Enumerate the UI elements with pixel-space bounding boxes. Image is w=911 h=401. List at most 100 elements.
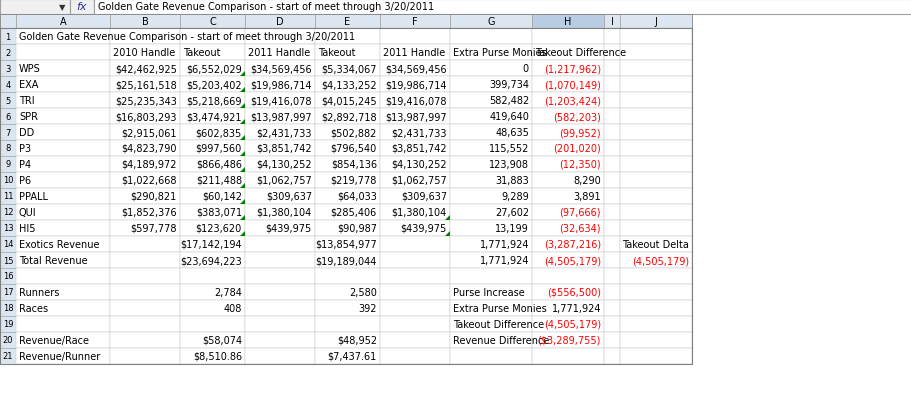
Bar	[619, 205, 691, 221]
Bar	[619, 61, 691, 77]
Bar	[619, 221, 691, 237]
Bar	[110, 205, 179, 221]
Bar	[380, 268, 449, 284]
Bar	[314, 45, 380, 61]
Bar	[380, 348, 449, 364]
Bar	[449, 141, 531, 157]
Text: $19,189,044: $19,189,044	[315, 255, 376, 265]
Bar	[603, 77, 619, 93]
Text: (4,505,179): (4,505,179)	[543, 255, 600, 265]
Bar	[16, 237, 110, 252]
Bar	[245, 29, 314, 45]
Bar	[16, 61, 110, 77]
Text: 399,734: 399,734	[488, 80, 528, 90]
Bar	[314, 29, 380, 45]
Text: $502,882: $502,882	[331, 128, 376, 138]
Bar	[380, 93, 449, 109]
Text: 19: 19	[3, 320, 14, 329]
Text: 16: 16	[3, 272, 14, 281]
Text: 419,640: 419,640	[488, 112, 528, 122]
Text: $1,062,757: $1,062,757	[256, 176, 312, 186]
Bar	[603, 316, 619, 332]
Bar	[0, 284, 16, 300]
Bar	[245, 188, 314, 205]
Text: 408: 408	[223, 303, 241, 313]
Bar	[110, 45, 179, 61]
Text: $23,694,223: $23,694,223	[180, 255, 241, 265]
Text: 2011 Handle: 2011 Handle	[383, 48, 445, 58]
Bar	[16, 77, 110, 93]
Text: (582,203): (582,203)	[552, 112, 600, 122]
Bar	[110, 332, 179, 348]
Bar	[16, 45, 110, 61]
Text: $13,987,997: $13,987,997	[385, 112, 446, 122]
Polygon shape	[240, 120, 245, 125]
Bar	[0, 172, 16, 188]
Text: 2: 2	[5, 49, 11, 57]
Bar	[0, 29, 691, 364]
Text: $219,778: $219,778	[331, 176, 376, 186]
Text: $42,462,925: $42,462,925	[115, 64, 177, 74]
Bar	[531, 61, 603, 77]
Bar	[0, 141, 16, 157]
Text: Golden Gate Revenue Comparison - start of meet through 3/20/2011: Golden Gate Revenue Comparison - start o…	[19, 32, 354, 42]
Bar	[531, 45, 603, 61]
Text: 3,891: 3,891	[573, 192, 600, 201]
Text: J: J	[654, 17, 657, 27]
Text: SPR: SPR	[19, 112, 38, 122]
Text: ($556,500): ($556,500)	[547, 287, 600, 297]
Bar	[179, 188, 245, 205]
Text: $123,620: $123,620	[196, 223, 241, 233]
Bar	[531, 252, 603, 268]
Bar	[245, 93, 314, 109]
Text: $48,952: $48,952	[336, 335, 376, 345]
Text: 6: 6	[5, 112, 11, 121]
Text: $2,431,733: $2,431,733	[256, 128, 312, 138]
Text: TRI: TRI	[19, 96, 35, 106]
Bar	[619, 332, 691, 348]
Text: $7,437.61: $7,437.61	[327, 351, 376, 361]
Text: 9: 9	[5, 160, 11, 169]
Bar	[449, 237, 531, 252]
Bar	[110, 172, 179, 188]
Bar	[603, 284, 619, 300]
Text: I: I	[609, 17, 613, 27]
Text: $58,074: $58,074	[201, 335, 241, 345]
Text: HI5: HI5	[19, 223, 36, 233]
Bar	[16, 268, 110, 284]
Bar	[110, 316, 179, 332]
Text: ($3,289,755): ($3,289,755)	[537, 335, 600, 345]
Text: 18: 18	[3, 304, 14, 313]
Text: Takeout: Takeout	[318, 48, 355, 58]
Text: (4,505,179): (4,505,179)	[631, 255, 688, 265]
Text: (1,070,149): (1,070,149)	[544, 80, 600, 90]
Bar	[449, 284, 531, 300]
Bar	[16, 205, 110, 221]
Bar	[179, 284, 245, 300]
Bar	[179, 15, 245, 29]
Text: $25,235,343: $25,235,343	[115, 96, 177, 106]
Text: 13: 13	[3, 224, 14, 233]
Text: 7: 7	[5, 128, 11, 137]
Text: Purse Increase: Purse Increase	[453, 287, 524, 297]
Polygon shape	[445, 231, 449, 237]
Text: H: H	[564, 17, 571, 27]
Text: $60,142: $60,142	[201, 192, 241, 201]
Text: 1,771,924: 1,771,924	[479, 239, 528, 249]
Text: Extra Purse Monies: Extra Purse Monies	[453, 303, 547, 313]
Bar	[314, 77, 380, 93]
Bar	[531, 125, 603, 141]
Polygon shape	[240, 88, 245, 93]
Bar	[314, 268, 380, 284]
Bar	[245, 15, 314, 29]
Bar	[449, 125, 531, 141]
Text: $2,431,733: $2,431,733	[391, 128, 446, 138]
Bar	[110, 15, 179, 29]
Text: 14: 14	[3, 240, 14, 249]
Bar	[314, 221, 380, 237]
Bar	[0, 15, 691, 29]
Text: $13,987,997: $13,987,997	[251, 112, 312, 122]
Bar	[449, 252, 531, 268]
Bar	[16, 332, 110, 348]
Bar	[380, 61, 449, 77]
